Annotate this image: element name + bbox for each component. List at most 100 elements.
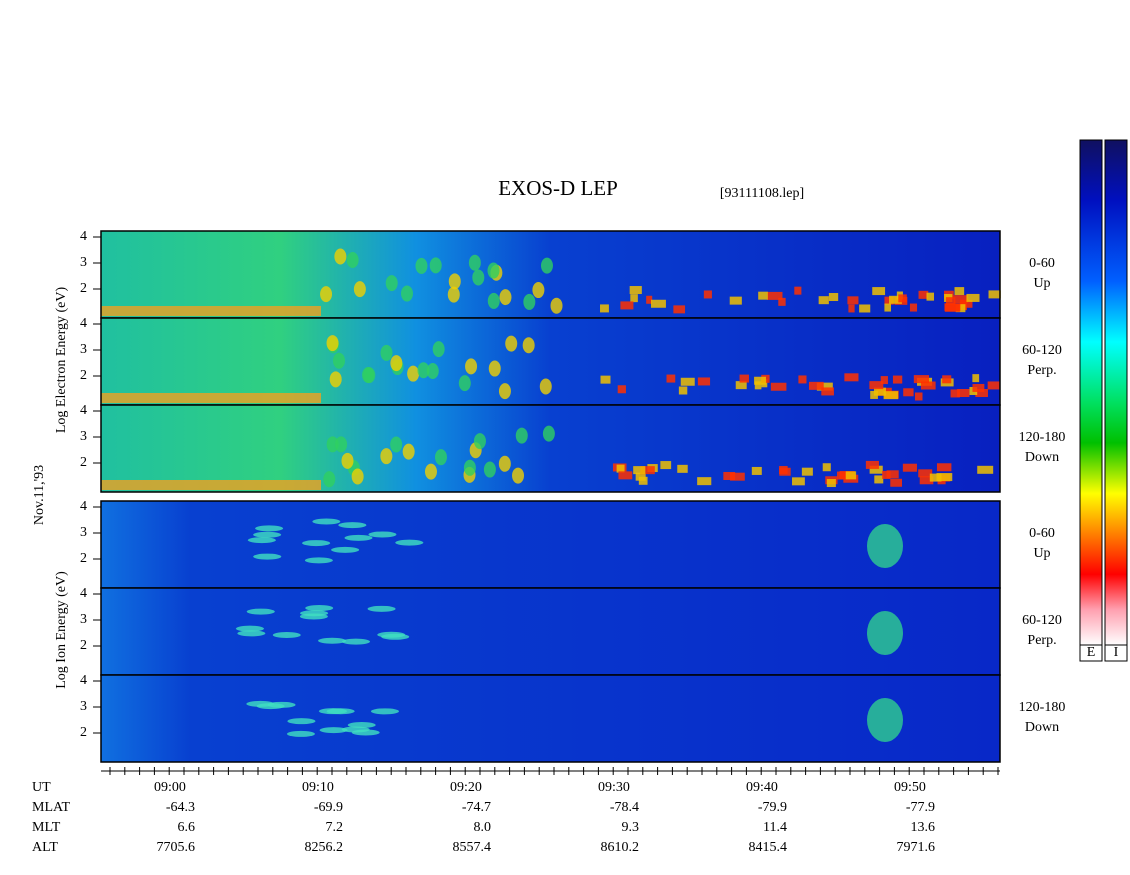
spectrogram-feature [326,335,339,352]
row-value: 7705.6 [157,840,196,855]
spectrogram-feature [341,452,354,469]
spectrogram-feature [874,475,884,484]
row-value: 13.6 [911,820,936,835]
spectrogram-feature [666,374,676,383]
spectrogram-feature [936,473,953,482]
spectrogram-feature [334,248,347,265]
spectrogram-feature [368,531,397,538]
spectrogram-feature [515,427,528,444]
spectrogram-band [101,306,321,316]
spectrogram-feature [424,463,437,480]
spectrogram-feature [253,553,282,560]
spectrogram-feature [918,290,929,299]
spectrogram-feature [680,377,695,386]
spectrogram-feature [344,534,373,541]
spectrogram-feature [926,292,935,301]
row-value: 7.2 [326,820,344,835]
pitch-range: 60-120 [1022,613,1062,628]
spectrogram-feature [975,389,988,398]
spectrogram-feature [918,469,933,478]
row-label: UT [32,780,51,795]
spectrogram-feature [415,257,428,274]
spectrogram-feature [487,292,500,309]
title: EXOS-D LEP [498,176,618,200]
spectrogram-feature [808,381,824,390]
time-label: 09:40 [746,780,778,795]
spectrogram-feature [429,257,442,274]
spectrogram-feature [697,477,712,486]
spectrogram-feature [988,290,1001,299]
spectrogram-feature [801,467,813,476]
spectrogram-feature [272,632,301,639]
spectrogram-feature [960,299,973,308]
row-value: 8610.2 [601,840,640,855]
row-value: -74.7 [462,800,491,815]
spectrogram-feature [630,294,638,303]
y-tick-label: 4 [80,316,87,331]
time-label: 09:00 [154,780,186,795]
row-value: 9.3 [622,820,640,835]
spectrogram-feature [955,304,966,313]
spectrogram-feature [417,362,430,379]
spectrogram-feature [300,610,329,617]
spectrogram-feature [448,273,461,290]
spectrogram-feature [867,611,903,655]
spectrogram-feature [770,382,787,391]
spectrogram-feature [723,472,736,481]
pitch-range: 60-120 [1022,343,1062,358]
colorbar-label-box [1079,644,1103,662]
spectrogram-feature [886,470,899,479]
spectrogram-feature [739,374,749,383]
spectrogram-feature [898,294,907,303]
spectrogram-feature [367,605,396,612]
spectrogram-feature [255,525,284,532]
spectrogram-feature [798,375,807,384]
y-tick-label: 4 [80,586,87,601]
spectrogram-feature [320,286,333,303]
spectrogram-feature [463,459,476,476]
row-value: 8415.4 [749,840,788,855]
spectrogram-feature [532,282,545,299]
spectrogram-feature [629,286,642,295]
spectrogram-feature [600,375,611,384]
y-tick-label: 2 [80,455,87,470]
spectrogram-feature [512,467,525,484]
spectrogram-feature [697,377,711,386]
row-value: 8256.2 [305,840,344,855]
spectrogram-feature [338,522,367,529]
spectrogram-feature [465,358,478,375]
row-label: MLT [32,820,61,835]
y-tick-label: 4 [80,499,87,514]
y-tick-label: 2 [80,281,87,296]
spectrogram-feature [323,471,336,488]
spectrogram-feature [458,375,471,392]
spectrogram-feature [407,365,420,382]
spectrogram-feature [872,287,886,296]
spectrogram [101,501,1000,588]
spectrogram-feature [329,371,342,388]
pitch-direction: Perp. [1027,633,1056,648]
panel-frame [100,404,1001,493]
spectrogram-feature [346,252,359,269]
spectrogram-feature [826,479,836,488]
spectrogram-feature [304,557,333,564]
spectrogram-feature [247,537,276,544]
spectrogram-feature [929,473,942,482]
panel-frame [100,674,1001,763]
spectrogram-feature [844,373,859,382]
colorbar [1104,139,1128,646]
pitch-direction: Down [1025,450,1059,465]
spectrogram-feature [347,722,376,729]
spectrogram-feature [600,304,609,313]
spectrogram-feature [977,465,994,474]
spectrogram-feature [638,476,648,485]
spectrogram-feature [869,465,883,474]
spectrogram-band [101,393,321,403]
spectrogram-feature [635,472,646,481]
spectrogram-feature [235,625,264,632]
row-value: 11.4 [763,820,787,835]
spectrogram-feature [377,631,406,638]
file-name: [93111108.lep] [720,186,804,201]
spectrogram-feature [889,295,902,304]
spectrogram-feature [913,375,930,384]
